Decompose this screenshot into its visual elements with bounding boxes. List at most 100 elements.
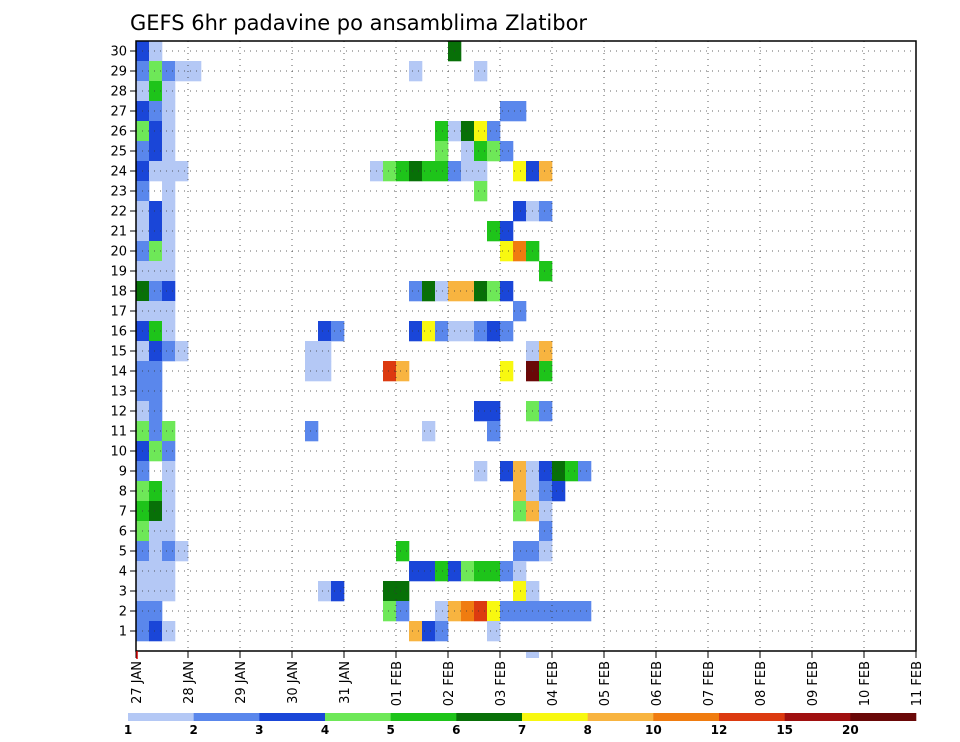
heatmap-cell	[162, 201, 176, 222]
heatmap-cell	[526, 652, 539, 658]
heatmap-cell	[487, 121, 501, 142]
y-tick-label: 2	[119, 605, 127, 620]
heatmap-cell	[331, 321, 345, 342]
y-tick-label: 5	[119, 545, 127, 560]
heatmap-cell	[474, 461, 488, 482]
heatmap-cell	[318, 321, 332, 342]
y-tick-label: 12	[110, 405, 127, 420]
heatmap-cell	[435, 141, 449, 162]
colorbar-label: 5	[386, 723, 394, 737]
heatmap-cell	[500, 101, 527, 122]
y-tick-label: 27	[110, 105, 127, 120]
plot-frame	[135, 40, 917, 652]
y-tick-label: 26	[110, 125, 127, 140]
x-tick-label: 08 FEB	[754, 661, 769, 706]
heatmap-cell	[162, 321, 176, 342]
heatmap-cell	[318, 581, 332, 602]
heatmap-cell	[162, 501, 176, 522]
heatmap-cell	[149, 441, 163, 462]
heatmap-cell	[409, 561, 436, 582]
heatmap-cell	[513, 161, 527, 182]
y-tick-label: 8	[119, 485, 127, 500]
y-tick-label: 16	[110, 325, 127, 340]
heatmap-cell	[383, 161, 397, 182]
heatmap-cell	[149, 361, 163, 382]
y-tick-label: 19	[110, 265, 127, 280]
heatmap-cell	[305, 341, 332, 362]
heatmap-cell	[487, 321, 501, 342]
x-tick-label: 30 JAN	[286, 661, 301, 704]
heatmap-cell	[409, 321, 423, 342]
heatmap-cell	[461, 121, 475, 142]
heatmap-cell	[435, 281, 449, 302]
heatmap-cell	[149, 521, 163, 542]
y-tick-label: 14	[110, 365, 127, 380]
heatmap-cell	[500, 281, 514, 302]
heatmap-cell	[409, 281, 423, 302]
heatmap-cell	[162, 421, 176, 442]
y-tick-label: 21	[110, 225, 127, 240]
heatmap-cell	[422, 321, 436, 342]
colorbar-swatch	[259, 713, 326, 721]
heatmap-cell	[500, 321, 514, 342]
heatmap-cell	[487, 281, 501, 302]
heatmap-cell	[435, 121, 449, 142]
heatmap-cell	[474, 401, 501, 422]
heatmap-cell	[149, 541, 163, 562]
y-tick-label: 29	[110, 65, 127, 80]
x-tick-label: 11 FEB	[910, 661, 925, 706]
heatmap-cell	[149, 161, 189, 182]
heatmap-cell	[578, 461, 592, 482]
x-tick-label: 29 JAN	[234, 661, 249, 704]
y-tick-label: 13	[110, 385, 127, 400]
colorbar-swatch	[390, 713, 457, 721]
heatmap-cell	[487, 141, 501, 162]
colorbar-label: 7	[518, 723, 526, 737]
colorbar-label: 4	[321, 723, 329, 737]
heatmap-cell	[409, 161, 423, 182]
heatmap-cell	[513, 241, 527, 262]
heatmap-cell	[149, 221, 163, 242]
heatmap-cell	[487, 421, 501, 442]
x-tick-label: 09 FEB	[806, 661, 821, 706]
gridlines	[135, 41, 917, 651]
colorbar-swatch	[193, 713, 260, 721]
heatmap-cell	[500, 601, 514, 622]
heatmap-cell	[474, 281, 488, 302]
colorbar-label: 6	[452, 723, 460, 737]
y-tick-label: 17	[110, 305, 127, 320]
heatmap-cell	[162, 281, 176, 302]
heatmap-cell	[305, 361, 332, 382]
colorbar-label: 3	[255, 723, 263, 737]
heatmap-cell	[162, 121, 176, 142]
x-tick-label: 03 FEB	[494, 661, 509, 706]
heatmap-cell	[162, 621, 176, 642]
y-tick-label: 1	[119, 625, 127, 640]
heatmap-cell	[500, 241, 514, 262]
heatmap-cell	[149, 481, 163, 502]
heatmap-cell	[149, 261, 176, 282]
heatmap-cell	[539, 541, 553, 562]
heatmap-cell	[435, 321, 449, 342]
heatmap-cell	[448, 281, 475, 302]
x-tick-label: 28 JAN	[182, 661, 197, 704]
heatmap-cell	[422, 421, 436, 442]
y-tick-label: 6	[119, 525, 127, 540]
heatmap-cell	[149, 621, 163, 642]
heatmap-cell	[149, 61, 163, 82]
colorbar-label: 12	[711, 723, 728, 737]
y-tick-label: 7	[119, 505, 127, 520]
colorbar-label: 8	[583, 723, 591, 737]
y-axis-ticks: 1234567891011121314151617181920212223242…	[110, 45, 136, 640]
y-tick-label: 25	[110, 145, 127, 160]
heatmap-cell	[474, 321, 488, 342]
heatmap-cell	[422, 281, 436, 302]
heatmap-cell	[396, 601, 410, 622]
colorbar-swatch	[128, 713, 194, 721]
heatmap-cell	[513, 301, 527, 322]
heatmap-cell	[513, 481, 527, 502]
heatmap-cell	[539, 481, 553, 502]
heatmap-cell	[487, 221, 501, 242]
heatmap-cell	[162, 181, 176, 202]
